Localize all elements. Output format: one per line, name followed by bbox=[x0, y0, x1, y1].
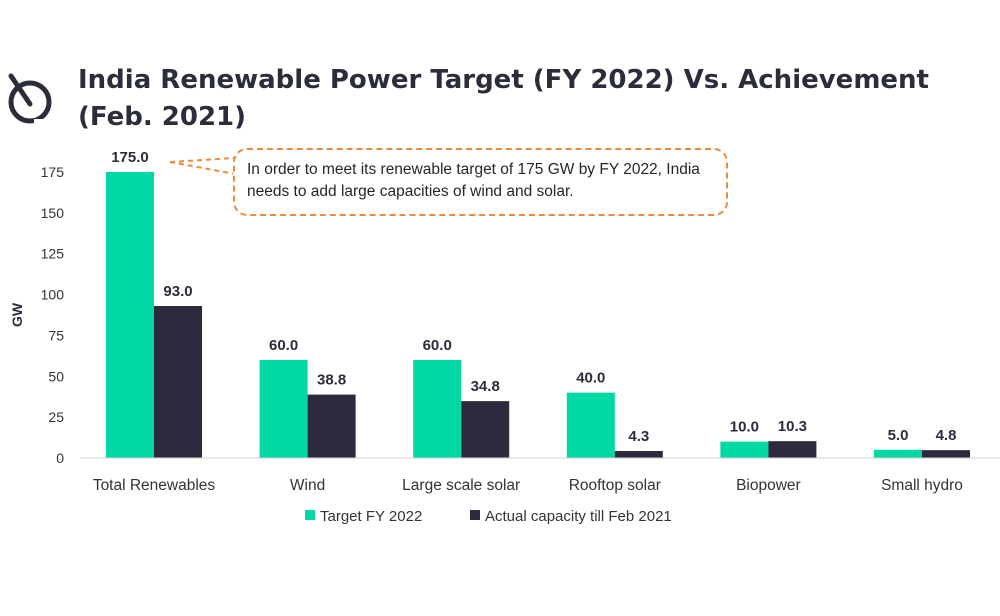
bar-target bbox=[413, 359, 462, 458]
data-label: 60.0 bbox=[423, 337, 452, 354]
data-label: 34.8 bbox=[471, 378, 500, 395]
legend-label-target: Target FY 2022 bbox=[320, 508, 422, 525]
y-axis-label: GW bbox=[9, 302, 25, 327]
data-label: 5.0 bbox=[888, 427, 909, 444]
x-category-label: Wind bbox=[290, 477, 325, 494]
callout-leader-line bbox=[169, 161, 236, 175]
data-label: 40.0 bbox=[576, 370, 605, 387]
bar-actual bbox=[154, 306, 202, 458]
y-tick-label: 50 bbox=[48, 368, 64, 384]
legend: Target FY 2022 Actual capacity till Feb … bbox=[305, 508, 672, 525]
x-category-label: Large scale solar bbox=[402, 477, 520, 494]
x-axis-categories: Total Renewables Wind Large scale solar Roo… bbox=[93, 477, 963, 494]
y-tick-label: 175 bbox=[41, 164, 65, 180]
data-label: 93.0 bbox=[163, 283, 192, 300]
y-tick-label: 125 bbox=[41, 246, 65, 262]
y-tick-label: 25 bbox=[48, 409, 64, 425]
bars: 175.0 93.0 60.0 38.8 60.0 34.8 40.0 4.3 10.0 10.3… bbox=[106, 149, 970, 458]
bar-target bbox=[566, 392, 615, 458]
data-label: 38.8 bbox=[317, 372, 346, 389]
annotation-callout: In order to meet its renewable target of… bbox=[233, 148, 728, 216]
data-label: 10.0 bbox=[730, 419, 759, 436]
bar-actual bbox=[461, 401, 510, 458]
page-title: India Renewable Power Target (FY 2022) V… bbox=[78, 65, 929, 132]
y-tick-label: 0 bbox=[56, 450, 64, 466]
bar-target bbox=[720, 441, 769, 458]
bar-actual bbox=[614, 450, 663, 458]
bar-actual bbox=[307, 394, 356, 458]
bar-target bbox=[259, 359, 308, 458]
x-category-label: Total Renewables bbox=[93, 477, 216, 494]
bar-target bbox=[106, 172, 154, 458]
legend-label-actual: Actual capacity till Feb 2021 bbox=[485, 508, 672, 525]
brand-logo-icon bbox=[8, 73, 52, 127]
bar-actual bbox=[768, 441, 817, 458]
data-label: 175.0 bbox=[111, 149, 149, 166]
y-tick-label: 100 bbox=[41, 287, 65, 303]
data-label: 10.3 bbox=[778, 418, 807, 435]
data-label: 4.3 bbox=[628, 428, 649, 445]
callout-leader-line bbox=[169, 157, 236, 163]
bar-actual bbox=[922, 450, 970, 458]
bar-target bbox=[874, 449, 922, 458]
data-label: 4.8 bbox=[936, 427, 957, 444]
y-tick-label: 150 bbox=[41, 205, 65, 221]
legend-swatch-target bbox=[305, 510, 315, 520]
y-tick-label: 75 bbox=[48, 327, 64, 343]
data-label: 60.0 bbox=[269, 337, 298, 354]
legend-swatch-actual bbox=[470, 510, 480, 520]
x-category-label: Small hydro bbox=[881, 477, 963, 494]
x-category-label: Biopower bbox=[736, 477, 801, 494]
x-category-label: Rooftop solar bbox=[569, 477, 661, 494]
y-axis: 0 25 50 75 100 125 150 175 bbox=[41, 164, 65, 466]
